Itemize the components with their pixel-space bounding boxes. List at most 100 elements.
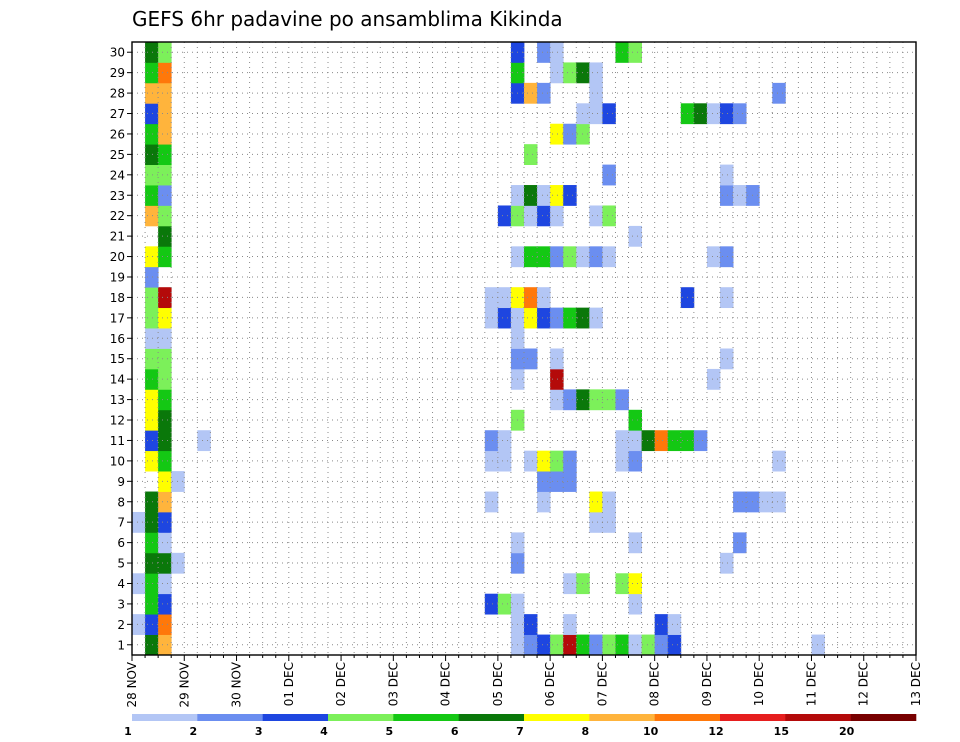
y-tick-label: 9: [117, 475, 125, 489]
colorbar-swatch: [524, 714, 590, 721]
heatmap-cell: [484, 593, 499, 615]
heatmap-cell: [158, 185, 172, 206]
heatmap-cell: [145, 205, 159, 227]
heatmap-cell: [602, 389, 616, 411]
heatmap-cell: [145, 450, 159, 472]
heatmap-cell: [497, 430, 512, 452]
x-tick-label: 05 DEC: [491, 662, 505, 706]
heatmap-cell: [550, 185, 564, 206]
heatmap-cell: [145, 266, 159, 288]
y-tick-label: 18: [110, 291, 125, 305]
heatmap-cell: [811, 634, 825, 656]
heatmap-cell: [563, 614, 577, 635]
y-tick-label: 29: [110, 66, 125, 80]
heatmap-cell: [484, 450, 499, 472]
colorbar-label: 4: [320, 725, 328, 738]
heatmap-cell: [563, 307, 577, 329]
colorbar-label: 1: [124, 725, 132, 738]
heatmap-cell: [497, 205, 512, 227]
x-tick-label: 29 NOV: [177, 661, 191, 707]
heatmap-cell: [667, 634, 682, 656]
y-tick-label: 17: [110, 311, 125, 325]
heatmap-cell: [628, 532, 642, 554]
heatmap-cell: [537, 82, 551, 104]
heatmap-cell: [524, 144, 538, 165]
heatmap-cell: [145, 532, 159, 554]
heatmap-cell: [132, 614, 146, 635]
heatmap-cell: [145, 409, 159, 431]
heatmap-cell: [158, 573, 172, 595]
heatmap-cell: [524, 205, 538, 227]
y-tick-label: 30: [110, 46, 125, 60]
colorbar-swatch: [262, 714, 329, 721]
colorbar-swatch: [654, 714, 721, 721]
heatmap-cell: [158, 430, 172, 452]
heatmap-cell: [589, 307, 603, 329]
heatmap-cell: [733, 103, 747, 125]
heatmap-cell: [628, 634, 642, 656]
heatmap-cell: [667, 430, 682, 452]
heatmap-cell: [145, 42, 159, 63]
heatmap-cell: [484, 491, 499, 513]
heatmap-cell: [563, 123, 577, 145]
heatmap-cell: [158, 205, 172, 227]
x-tick-label: 08 DEC: [648, 662, 662, 706]
y-tick-label: 3: [117, 597, 125, 611]
heatmap-cell: [576, 123, 590, 145]
heatmap-cell: [145, 348, 159, 370]
y-tick-label: 25: [110, 148, 125, 162]
heatmap-cell: [550, 450, 564, 472]
y-tick-label: 20: [110, 250, 125, 264]
heatmap-cell: [497, 450, 512, 472]
heatmap-cell: [576, 307, 590, 329]
colorbar-label: 2: [190, 725, 198, 738]
heatmap-cell: [589, 62, 603, 84]
heatmap-cell: [550, 246, 564, 268]
heatmap-cell: [602, 205, 616, 227]
heatmap-cell: [589, 246, 603, 268]
colorbar-label: 6: [451, 725, 459, 738]
y-tick-label: 19: [110, 270, 125, 284]
x-tick-label: 06 DEC: [543, 662, 557, 706]
heatmap-cell: [720, 164, 734, 186]
heatmap-cell: [537, 491, 551, 513]
heatmap-cell: [158, 389, 172, 411]
heatmap-cell: [576, 573, 590, 595]
heatmap-cell: [158, 552, 172, 574]
heatmap-cells: [132, 42, 825, 656]
y-tick-label: 14: [110, 373, 125, 387]
heatmap-cell: [772, 450, 786, 472]
heatmap-cell: [589, 511, 603, 533]
heatmap-cell: [576, 389, 590, 411]
y-tick-label: 5: [117, 557, 125, 571]
y-tick-label: 28: [110, 87, 125, 101]
heatmap-cell: [497, 287, 512, 309]
heatmap-cell: [158, 450, 172, 472]
heatmap-cell: [145, 328, 159, 349]
heatmap-cell: [628, 225, 642, 247]
heatmap-cell: [550, 307, 564, 329]
x-tick-label: 03 DEC: [386, 662, 400, 706]
heatmap-cell: [158, 511, 172, 533]
colorbar-swatch: [328, 714, 394, 721]
heatmap-cell: [772, 491, 786, 513]
colorbar-label: 12: [708, 725, 723, 738]
x-tick-label: 11 DEC: [805, 662, 819, 706]
heatmap-cell: [550, 348, 564, 370]
heatmap-cell: [589, 389, 603, 411]
y-tick-label: 26: [110, 127, 125, 141]
x-tick-label: 12 DEC: [857, 662, 871, 706]
heatmap-cell: [720, 552, 734, 574]
colorbar-label: 20: [839, 725, 855, 738]
heatmap-cell: [145, 164, 159, 186]
heatmap-cell: [602, 634, 616, 656]
heatmap-cell: [524, 287, 538, 309]
heatmap-cell: [667, 614, 682, 635]
heatmap-cell: [158, 42, 172, 63]
heatmap-cell: [145, 573, 159, 595]
heatmap-cell: [158, 307, 172, 329]
chart-title: GEFS 6hr padavine po ansamblima Kikinda: [132, 7, 563, 31]
heatmap-cell: [537, 287, 551, 309]
heatmap-cell: [720, 103, 734, 125]
